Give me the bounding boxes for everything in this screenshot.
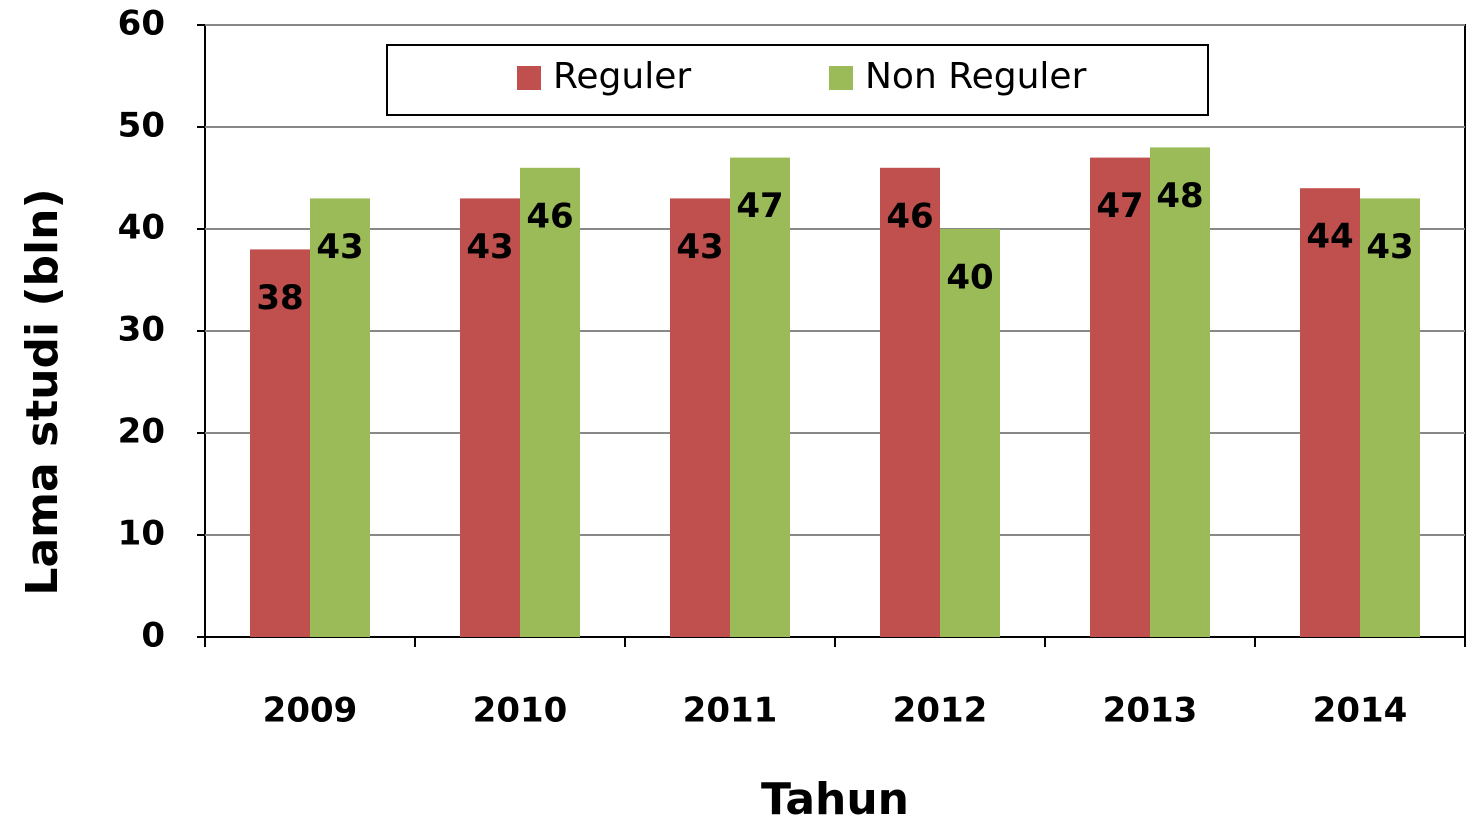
data-label: 43 — [1366, 227, 1413, 267]
legend-label: Non Reguler — [865, 56, 1087, 97]
y-axis-title: Lama studi (bln) — [17, 188, 68, 595]
x-axis-title: Tahun — [761, 774, 909, 825]
x-tick-label: 2013 — [1103, 691, 1198, 731]
legend-swatch — [829, 66, 853, 90]
data-label: 43 — [316, 227, 363, 267]
bar — [310, 198, 370, 637]
data-label: 47 — [736, 186, 783, 226]
bar — [1150, 147, 1210, 637]
y-tick-label: 40 — [118, 208, 165, 248]
y-tick-label: 20 — [118, 412, 165, 452]
bar — [1300, 188, 1360, 637]
data-label: 46 — [886, 196, 933, 236]
bar — [940, 229, 1000, 637]
data-label: 38 — [256, 278, 303, 318]
bar — [250, 249, 310, 637]
x-tick-label: 2009 — [263, 691, 358, 731]
data-label: 44 — [1306, 217, 1353, 257]
y-tick-label: 30 — [118, 310, 165, 350]
y-tick-label: 0 — [141, 616, 165, 656]
data-label: 43 — [676, 227, 723, 267]
data-label: 43 — [466, 227, 513, 267]
bar — [520, 167, 580, 638]
bar — [1090, 157, 1150, 637]
x-tick-label: 2014 — [1313, 691, 1408, 731]
legend-swatch — [517, 66, 541, 90]
bar — [1360, 198, 1420, 637]
bar — [880, 167, 940, 638]
legend-label: Reguler — [553, 56, 691, 97]
data-label: 48 — [1156, 176, 1203, 216]
bar — [670, 198, 730, 637]
x-tick-label: 2011 — [683, 691, 778, 731]
y-tick-label: 60 — [118, 4, 165, 44]
y-tick-label: 10 — [118, 514, 165, 554]
data-label: 47 — [1096, 186, 1143, 226]
data-label: 46 — [526, 196, 573, 236]
y-tick-label: 50 — [118, 106, 165, 146]
data-label: 40 — [946, 258, 993, 298]
bar — [730, 157, 790, 637]
x-tick-label: 2012 — [893, 691, 988, 731]
x-tick-label: 2010 — [473, 691, 568, 731]
bar — [460, 198, 520, 637]
